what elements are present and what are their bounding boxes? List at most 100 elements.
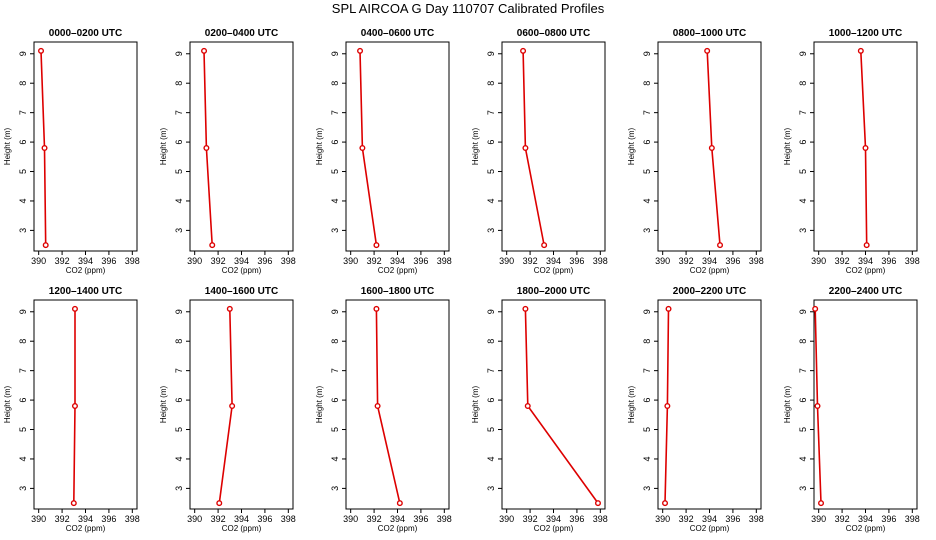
x-tick-label: 390 (187, 514, 202, 524)
y-tick-label: 8 (798, 339, 808, 344)
y-tick-label: 6 (642, 398, 652, 403)
y-tick-label: 3 (798, 486, 808, 491)
y-tick-label: 7 (18, 110, 28, 115)
data-point (708, 144, 715, 151)
x-tick-label: 398 (125, 256, 140, 266)
y-tick-label: 5 (486, 169, 496, 174)
data-point (522, 305, 529, 312)
y-tick-label: 6 (174, 140, 184, 145)
data-point (704, 47, 711, 54)
x-tick-label: 398 (281, 514, 296, 524)
y-axis-label: Height (m) (159, 385, 168, 423)
y-axis-label: Height (m) (783, 127, 792, 165)
x-tick-label: 394 (702, 256, 717, 266)
panel-title: 0400–0600 UTC (361, 28, 434, 39)
plot-frame (813, 299, 918, 510)
data-point (42, 242, 49, 249)
y-tick-label: 3 (486, 486, 496, 491)
data-point (373, 242, 380, 249)
data-point (818, 500, 825, 507)
x-tick-label: 392 (55, 514, 70, 524)
plot-frame (657, 299, 762, 510)
plot-frame (501, 41, 606, 252)
data-point (814, 402, 821, 409)
x-tick-label: 398 (281, 256, 296, 266)
x-tick-label: 390 (655, 514, 670, 524)
y-tick-label: 9 (174, 309, 184, 314)
x-tick-label: 396 (101, 514, 116, 524)
data-point (717, 242, 724, 249)
y-tick-label: 8 (798, 81, 808, 86)
data-point (662, 500, 669, 507)
x-tick-label: 398 (437, 256, 452, 266)
y-tick-label: 8 (642, 339, 652, 344)
panel: 1200–1400 UTC 390 392 394 396 398 CO2 (ppm) 3 4 5… (3, 286, 140, 533)
x-tick-label: 398 (593, 514, 608, 524)
panel-title: 1200–1400 UTC (49, 286, 122, 297)
x-tick-label: 394 (546, 514, 561, 524)
y-tick-label: 4 (798, 456, 808, 461)
y-tick-label: 6 (18, 140, 28, 145)
x-tick-label: 390 (499, 514, 514, 524)
y-axis-label: Height (m) (627, 385, 636, 423)
y-tick-label: 9 (174, 51, 184, 56)
data-point (664, 402, 671, 409)
panel: 1800–2000 UTC 390 392 394 396 398 CO2 (ppm) 3 4 5… (471, 286, 608, 533)
y-axis-label: Height (m) (315, 385, 324, 423)
y-tick-label: 4 (798, 198, 808, 203)
x-tick-label: 396 (569, 256, 584, 266)
y-tick-label: 7 (174, 110, 184, 115)
panel: 1000–1200 UTC 390 392 394 396 398 CO2 (ppm) 3 4 5… (783, 28, 920, 275)
y-tick-label: 9 (642, 51, 652, 56)
y-tick-label: 5 (18, 427, 28, 432)
y-axis-label: Height (m) (471, 385, 480, 423)
x-tick-label: 396 (413, 256, 428, 266)
y-tick-label: 6 (486, 398, 496, 403)
x-tick-label: 398 (437, 514, 452, 524)
y-tick-label: 3 (18, 228, 28, 233)
panel: 0400–0600 UTC 390 392 394 396 398 CO2 (ppm) 3 4 5… (315, 28, 452, 275)
data-point (396, 500, 403, 507)
x-tick-label: 398 (749, 514, 764, 524)
y-tick-label: 9 (486, 309, 496, 314)
x-tick-label: 394 (390, 256, 405, 266)
data-point (594, 500, 601, 507)
y-tick-label: 6 (18, 398, 28, 403)
y-tick-label: 4 (642, 198, 652, 203)
panel-title: 1800–2000 UTC (517, 286, 590, 297)
y-tick-label: 6 (798, 398, 808, 403)
data-point (524, 402, 531, 409)
panel-title: 2000–2200 UTC (673, 286, 746, 297)
y-tick-label: 4 (18, 198, 28, 203)
panel-title: 1400–1600 UTC (205, 286, 278, 297)
data-point (71, 402, 78, 409)
y-tick-label: 3 (486, 228, 496, 233)
data-point (520, 47, 527, 54)
data-point (665, 305, 672, 312)
y-tick-label: 5 (174, 427, 184, 432)
y-axis-label: Height (m) (3, 385, 12, 423)
x-tick-label: 398 (905, 514, 920, 524)
y-tick-label: 5 (798, 169, 808, 174)
x-tick-label: 392 (367, 514, 382, 524)
x-axis-label: CO2 (ppm) (66, 266, 106, 275)
x-tick-label: 398 (749, 256, 764, 266)
x-tick-label: 396 (881, 256, 896, 266)
data-point (209, 242, 216, 249)
plot-frame (345, 299, 450, 510)
y-tick-label: 4 (174, 456, 184, 461)
data-point (71, 305, 78, 312)
y-tick-label: 9 (18, 309, 28, 314)
y-tick-label: 4 (642, 456, 652, 461)
x-tick-label: 392 (55, 256, 70, 266)
y-tick-label: 3 (798, 228, 808, 233)
x-tick-label: 398 (593, 256, 608, 266)
x-tick-label: 392 (679, 514, 694, 524)
y-tick-label: 4 (330, 198, 340, 203)
panel: 0000–0200 UTC 390 392 394 396 398 CO2 (ppm) 3 4 5… (3, 28, 140, 275)
y-tick-label: 9 (486, 51, 496, 56)
y-tick-label: 4 (18, 456, 28, 461)
x-tick-label: 396 (257, 514, 272, 524)
x-tick-label: 392 (367, 256, 382, 266)
